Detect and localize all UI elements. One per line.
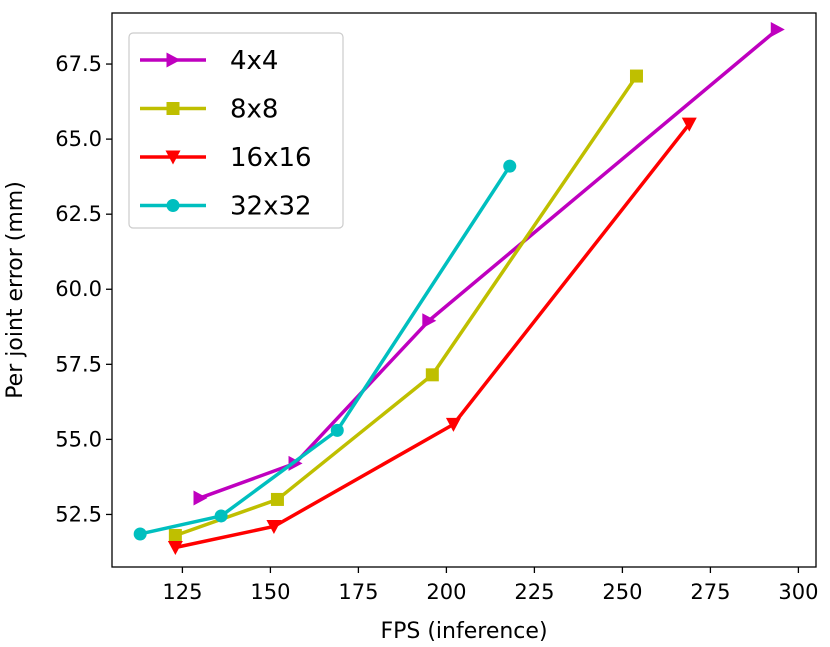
y-axis-ticks: 52.5 55.0 57.5 60.0 62.5 65.0 67.5 xyxy=(55,52,112,526)
legend-item-8x8: 8x8 xyxy=(140,95,278,125)
legend-marker xyxy=(165,150,181,165)
legend-item-16x16: 16x16 xyxy=(140,143,312,173)
x-tick-label: 250 xyxy=(602,580,642,604)
data-point-8x8 xyxy=(168,528,182,542)
legend: 4x4 8x8 16x16 32x32 xyxy=(128,32,344,229)
legend-marker xyxy=(166,102,180,115)
legend-item-32x32: 32x32 xyxy=(140,192,312,222)
y-axis-title: Per joint error (mm) xyxy=(3,181,28,399)
data-point-32x32 xyxy=(214,509,228,523)
series-line-32x32 xyxy=(139,165,512,536)
data-point-32x32 xyxy=(503,159,517,173)
y-tick-label: 65.0 xyxy=(55,127,102,151)
x-tick-label: 125 xyxy=(162,580,202,604)
data-point-8x8 xyxy=(425,368,439,382)
x-tick-label: 300 xyxy=(778,580,818,604)
plot-content xyxy=(133,22,785,555)
data-point-8x8 xyxy=(629,69,643,83)
legend-label: 4x4 xyxy=(230,46,278,76)
x-tick-label: 175 xyxy=(338,580,378,604)
y-tick-label: 57.5 xyxy=(55,352,102,376)
data-point-4x4 xyxy=(422,313,437,329)
y-tick-label: 55.0 xyxy=(55,427,102,451)
legend-frame xyxy=(128,32,344,229)
x-axis-ticks: 125 150 175 200 225 250 275 300 xyxy=(162,567,818,604)
y-tick-label: 62.5 xyxy=(55,202,102,226)
x-axis-title: FPS (inference) xyxy=(380,619,547,644)
series-16x16 xyxy=(167,117,697,555)
x-tick-label: 275 xyxy=(690,580,730,604)
x-tick-label: 225 xyxy=(514,580,554,604)
data-point-16x16 xyxy=(681,117,697,132)
data-point-16x16 xyxy=(266,519,282,534)
x-tick-label: 150 xyxy=(250,580,290,604)
data-point-32x32 xyxy=(133,527,147,541)
data-point-16x16 xyxy=(167,540,183,555)
series-32x32 xyxy=(133,159,517,541)
legend-marker xyxy=(166,52,181,68)
series-line-16x16 xyxy=(174,123,691,550)
y-tick-label: 52.5 xyxy=(55,502,102,526)
data-point-8x8 xyxy=(270,492,284,506)
data-point-16x16 xyxy=(445,417,461,432)
data-point-32x32 xyxy=(330,423,344,437)
data-point-4x4 xyxy=(770,22,785,38)
legend-label: 8x8 xyxy=(230,95,278,125)
legend-label: 16x16 xyxy=(230,143,312,173)
legend-label: 32x32 xyxy=(230,192,312,222)
data-point-4x4 xyxy=(193,490,208,506)
x-tick-label: 200 xyxy=(426,580,466,604)
data-point-4x4 xyxy=(288,455,303,471)
legend-marker xyxy=(166,199,180,212)
plot-frame xyxy=(111,12,817,568)
y-tick-label: 67.5 xyxy=(55,52,102,76)
y-tick-label: 60.0 xyxy=(55,277,102,301)
legend-item-4x4: 4x4 xyxy=(140,46,278,76)
